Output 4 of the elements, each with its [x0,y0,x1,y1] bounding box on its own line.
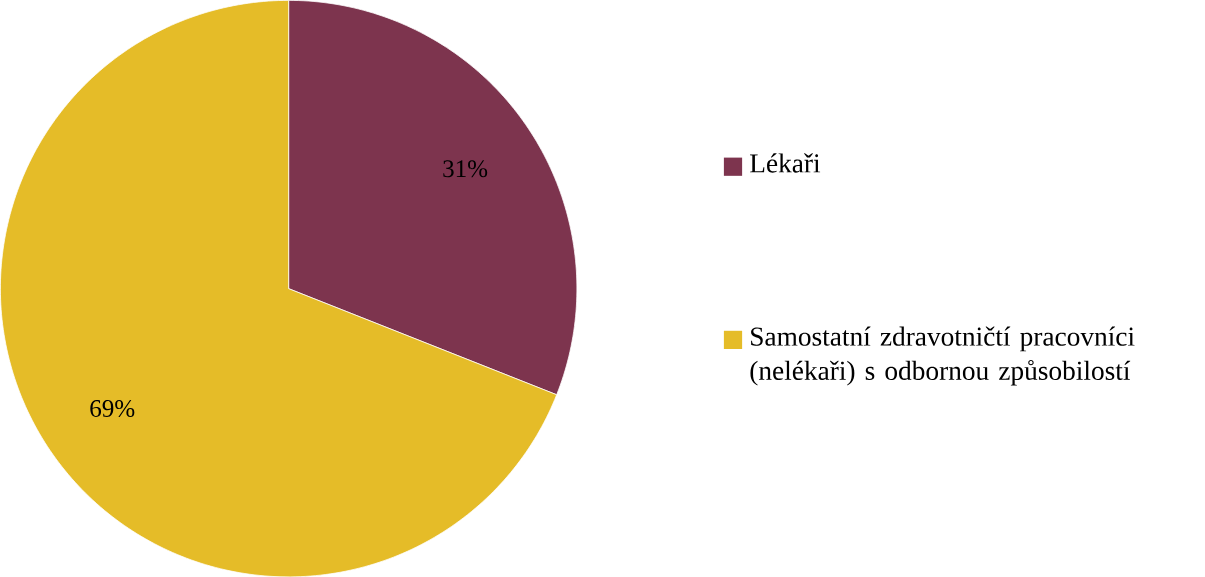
legend-label: Samostatní zdravotničtí pracovníci (nelékaři) s odbornou způsobilostí [750,326,1135,386]
legend-label: Lékaři [750,153,821,173]
data-label: 31% [443,160,488,178]
data-label: 69% [90,399,135,417]
